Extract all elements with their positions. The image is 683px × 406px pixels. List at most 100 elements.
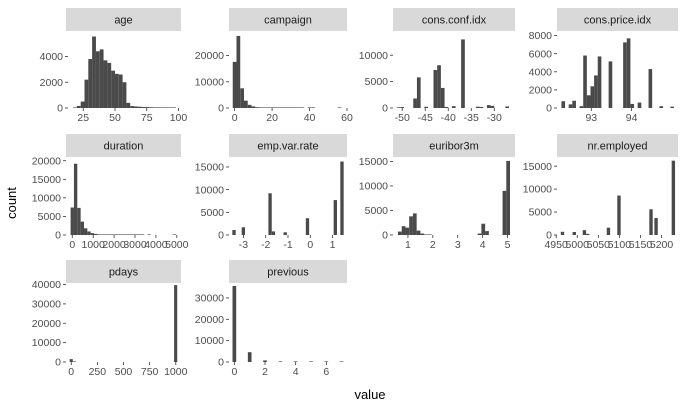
histogram-bar <box>649 209 653 235</box>
x-tick-label: 0 <box>69 239 75 251</box>
histogram-bar <box>397 231 402 235</box>
histogram-bar <box>437 65 441 108</box>
x-tick-label: 0 <box>68 366 74 378</box>
facet-panel: duration 0 5000 10000 15000 20000 0 10002000300… <box>32 134 189 251</box>
histogram-bar <box>637 102 642 108</box>
y-tick-label: 0 <box>382 103 388 115</box>
facet-strip <box>393 8 515 31</box>
histogram-bar <box>84 79 89 108</box>
histogram-bar <box>271 231 276 235</box>
y-tick-label: 2000 <box>529 85 553 97</box>
histogram-bar <box>444 106 449 108</box>
histogram-bar <box>396 107 401 108</box>
facet-strip-label: duration <box>104 141 144 153</box>
x-tick-label: 5000 <box>165 239 189 251</box>
histogram-bar <box>671 160 676 235</box>
histogram-bar <box>502 190 507 235</box>
histogram-bar <box>409 216 413 235</box>
y-tick-label: 0 <box>218 357 224 369</box>
facet-panel: cons.conf.idx 0 5000 10000 -50 -45 -40 -35 -30 <box>359 8 515 124</box>
histogram-bar <box>597 56 602 108</box>
histogram-bar <box>90 233 95 235</box>
histogram-bar <box>416 77 421 108</box>
histogram-bar <box>413 98 417 108</box>
histogram-bar <box>137 106 142 108</box>
histogram-bar <box>80 101 85 108</box>
histogram-bar <box>479 106 484 108</box>
y-tick-label: 10000 <box>195 184 224 196</box>
x-tick-label: 5 <box>505 239 511 251</box>
histogram-bar <box>247 104 252 108</box>
histogram-bar <box>305 218 310 235</box>
y-tick-label: 15000 <box>32 174 61 186</box>
histogram-bar <box>427 234 432 235</box>
histogram-bar <box>579 106 584 108</box>
histogram-bar <box>258 107 263 108</box>
histogram-bar <box>583 55 587 108</box>
facet-strip <box>229 134 347 157</box>
histogram-bar <box>451 106 456 108</box>
y-tick-label: 0 <box>546 103 552 115</box>
histogram-bar <box>586 233 590 235</box>
x-tick-label: 5200 <box>650 239 674 251</box>
facet-panel: campaign 0 10000 20000 0 20 40 60 <box>195 8 353 124</box>
histogram-bar <box>174 285 178 362</box>
x-tick-label: 75 <box>141 112 153 124</box>
x-tick-label: 4 <box>480 239 486 251</box>
y-tick-label: 20000 <box>195 50 224 62</box>
histogram-bar <box>100 234 105 235</box>
histogram-bar <box>617 195 621 235</box>
y-tick-label: 5000 <box>529 207 553 219</box>
facet-strip-label: nr.employed <box>588 141 648 153</box>
x-tick-label: 0 <box>307 239 313 251</box>
x-axis-title: value <box>354 387 385 402</box>
histogram-bar <box>268 193 272 235</box>
x-tick-label: 50 <box>109 112 121 124</box>
histogram-bar <box>262 107 267 108</box>
facet-strip-label: previous <box>267 267 309 279</box>
histogram-bar <box>648 69 653 108</box>
x-tick-label: -3 <box>239 239 248 251</box>
facet-panel: emp.var.rate 0 5000 10000 15000 -3 -2 -1 0 1 <box>195 134 347 251</box>
facet-strip <box>229 260 347 283</box>
facet-panel: nr.employed05000100001500049505000505051… <box>523 134 678 251</box>
facet-strip <box>557 134 678 157</box>
histogram-bar <box>670 106 674 108</box>
y-tick-label: 5000 <box>201 207 225 219</box>
histogram-bar <box>337 107 342 108</box>
histogram-bar <box>134 234 138 235</box>
facet-strip-label: age <box>114 15 132 27</box>
histogram-bar <box>153 107 157 108</box>
histogram-bar <box>626 38 631 109</box>
x-tick-label: 1 <box>330 239 336 251</box>
histogram-bar <box>292 107 297 108</box>
facet-panel: euribor3m 0 5000 10000 15000 1 2 3 4 5 <box>359 134 515 251</box>
histogram-bar <box>118 74 123 108</box>
facet-strip-label: cons.conf.idx <box>422 15 487 27</box>
histogram-bar <box>95 51 100 108</box>
histogram-bar <box>69 359 73 362</box>
facet-strip-label: campaign <box>264 15 312 27</box>
histogram-bar <box>400 107 405 108</box>
y-tick-label: 15000 <box>523 161 552 173</box>
histogram-bar <box>339 361 344 362</box>
facet-strip <box>66 8 181 31</box>
y-tick-label: 15000 <box>359 156 388 168</box>
histogram-bar <box>416 230 421 235</box>
histogram-bar <box>485 231 489 235</box>
histogram-bar <box>251 106 256 108</box>
histogram-bar <box>76 105 81 108</box>
facet-strip <box>557 8 678 31</box>
histogram-bar <box>241 227 246 235</box>
histogram-bar <box>273 107 278 108</box>
x-tick-label: 4950 <box>544 239 568 251</box>
x-tick-label: 20 <box>266 112 278 124</box>
y-tick-label: 0 <box>57 103 63 115</box>
histogram-bar <box>103 60 108 108</box>
facet-strip-label: euribor3m <box>429 141 479 153</box>
histogram-bar <box>594 75 598 108</box>
histogram-bar <box>424 106 428 108</box>
histogram-bar <box>243 100 248 108</box>
histogram-bar <box>324 361 329 362</box>
histogram-bar <box>293 361 298 362</box>
